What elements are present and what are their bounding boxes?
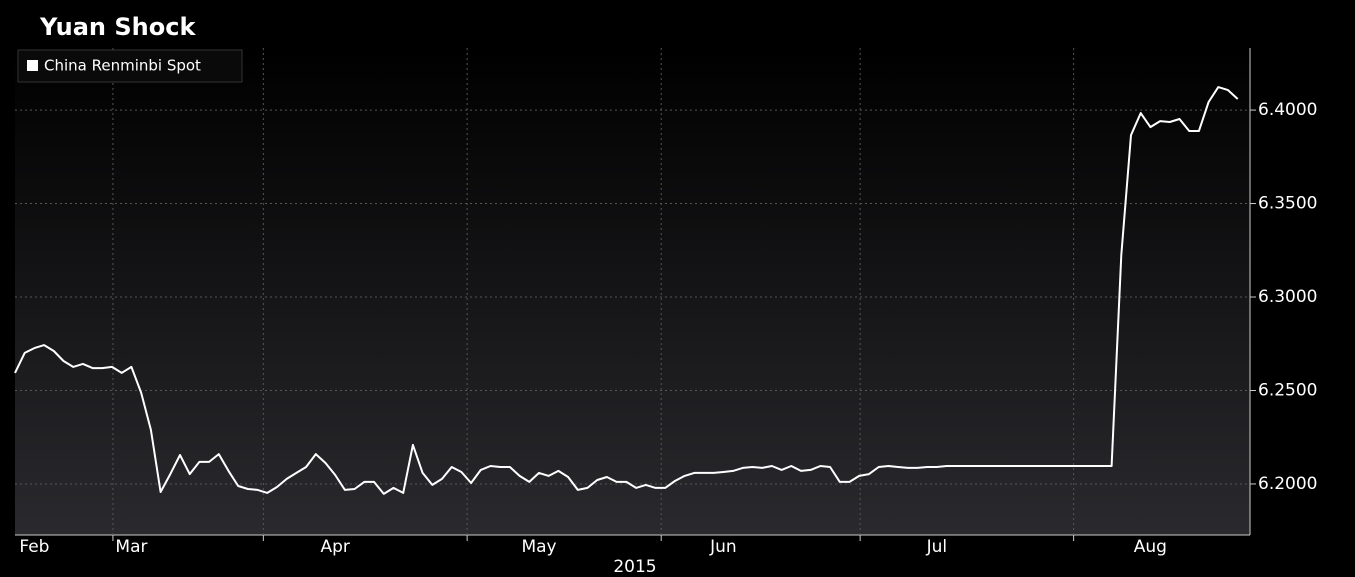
x-tick-label: Apr — [321, 537, 350, 557]
x-tick-label: Jul — [926, 537, 948, 557]
y-tick-label: 6.3500 — [1258, 194, 1317, 214]
y-tick-label: 6.4000 — [1258, 100, 1317, 120]
x-tick-label: Aug — [1134, 537, 1167, 557]
legend-swatch — [27, 60, 38, 71]
legend-label: China Renminbi Spot — [44, 57, 201, 75]
x-tick-label: Feb — [19, 537, 49, 557]
x-axis-label: 2015 — [613, 557, 656, 577]
legend: China Renminbi Spot — [17, 49, 243, 83]
series-line — [14, 86, 1239, 495]
chart-title: Yuan Shock — [39, 13, 196, 41]
x-tick-label: Jun — [709, 537, 737, 557]
y-tick-label: 6.2500 — [1258, 380, 1317, 400]
x-tick-label: Mar — [115, 537, 147, 557]
x-tick-label: May — [521, 537, 556, 557]
y-tick-label: 6.3000 — [1258, 287, 1317, 307]
plot-area — [15, 48, 1250, 535]
y-tick-label: 6.2000 — [1258, 474, 1317, 494]
legend-box — [17, 49, 243, 83]
